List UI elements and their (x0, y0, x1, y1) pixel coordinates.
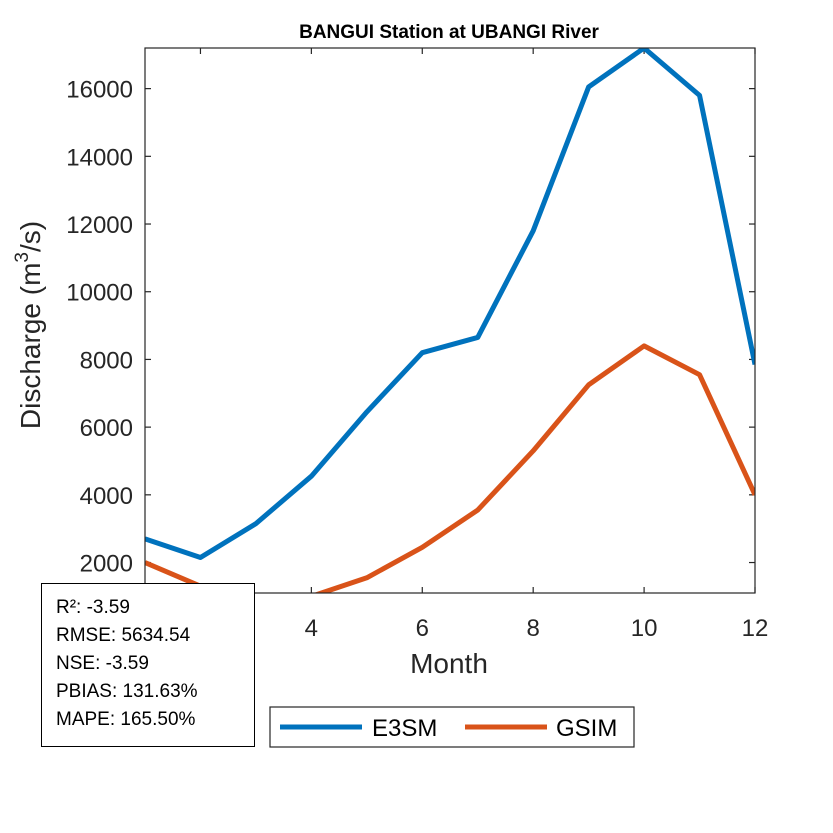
series-line-e3sm (145, 48, 755, 560)
y-tick-label: 12000 (66, 212, 133, 239)
stat-nse: NSE: -3.59 (56, 653, 149, 674)
plot-frame (144, 47, 756, 594)
y-axis-label: Discharge (m3/s) (12, 221, 46, 429)
stat-r2: R²: -3.59 (56, 597, 130, 618)
x-axis: 24681012 (194, 48, 769, 642)
x-tick-label: 6 (416, 615, 429, 642)
legend-label-e3sm: E3SM (372, 715, 437, 742)
series-line-gsim (145, 343, 755, 593)
y-tick-label: 10000 (66, 280, 133, 307)
y-axis: 2000 4000 6000 8000 10000 12000 14000 16000 (66, 77, 755, 578)
x-tick-label: 4 (305, 615, 318, 642)
stat-pbias: PBIAS: 131.63% (56, 681, 198, 702)
y-tick-label: 16000 (66, 77, 133, 104)
stats-box: R²: -3.59 RMSE: 5634.54 NSE: -3.59 PBIAS… (41, 583, 255, 747)
y-tick-label: 6000 (80, 415, 133, 442)
legend-label-gsim: GSIM (556, 715, 617, 742)
x-axis-label: Month (410, 648, 488, 679)
legend: E3SM GSIM (269, 706, 635, 748)
x-tick-label: 8 (527, 615, 540, 642)
x-tick-label: 12 (742, 615, 769, 642)
y-tick-label: 2000 (80, 551, 133, 578)
plot-area (145, 48, 755, 593)
stat-rmse: RMSE: 5634.54 (56, 625, 191, 646)
stat-mape: MAPE: 165.50% (56, 709, 196, 730)
x-tick-label: 10 (631, 615, 658, 642)
y-tick-label: 8000 (80, 347, 133, 374)
y-tick-label: 14000 (66, 144, 133, 171)
y-tick-label: 4000 (80, 483, 133, 510)
chart-title: BANGUI Station at UBANGI River (299, 22, 599, 43)
